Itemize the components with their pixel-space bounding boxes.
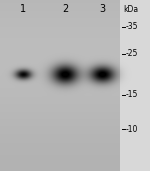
Text: 3: 3	[100, 4, 106, 14]
Text: 2: 2	[62, 4, 68, 14]
Text: -15: -15	[125, 90, 138, 99]
Text: kDa: kDa	[123, 5, 138, 14]
Text: -10: -10	[125, 125, 138, 134]
Text: 1: 1	[20, 4, 26, 14]
Text: -25: -25	[125, 49, 138, 58]
Text: -35: -35	[125, 22, 138, 31]
